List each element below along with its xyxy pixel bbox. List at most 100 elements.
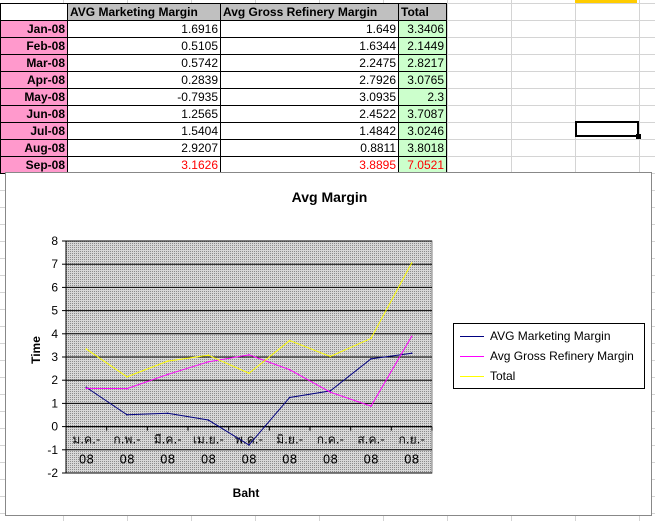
row-label[interactable]: Sep-08 [0, 156, 68, 174]
x-tick-label: 08 [201, 453, 216, 467]
selected-cell[interactable] [575, 121, 641, 139]
legend-item: Total [460, 368, 515, 384]
y-tick-label: 4 [51, 327, 58, 341]
header-total[interactable]: Total [398, 3, 447, 21]
x-tick-label: 08 [241, 453, 256, 467]
cell-mkt[interactable]: 1.6916 [67, 20, 221, 38]
cell-total[interactable]: 3.0246 [398, 122, 447, 140]
cell-mkt[interactable]: 1.5404 [67, 122, 221, 140]
cell-total[interactable]: 2.8217 [398, 54, 447, 72]
legend-label: Total [490, 369, 516, 383]
cell-ref[interactable]: 2.2475 [220, 54, 399, 72]
cell-total[interactable]: 3.7087 [398, 105, 447, 123]
cell-mkt[interactable]: -0.7935 [67, 88, 221, 106]
data-point [410, 262, 413, 264]
row-label[interactable]: Jun-08 [0, 105, 68, 123]
cell-mkt[interactable]: 0.2839 [67, 71, 221, 89]
cell-total[interactable]: 2.1449 [398, 37, 447, 55]
data-point [166, 373, 169, 376]
legend-swatch [460, 335, 484, 337]
cell-total[interactable]: 2.3 [398, 88, 447, 106]
cell-ref[interactable]: 3.0935 [220, 88, 399, 106]
corner-cell[interactable] [0, 3, 68, 21]
table-row: Jan-08 1.6916 1.649 3.3406 [0, 20, 447, 38]
x-tick-label: ก.ย.- [399, 433, 425, 447]
data-point [207, 354, 210, 357]
cell-mkt[interactable]: 2.9207 [67, 139, 221, 157]
legend-item: Avg Gross Refinery Margin [460, 348, 634, 364]
cell-ref[interactable]: 2.7926 [220, 71, 399, 89]
x-tick-label: 08 [79, 453, 94, 467]
row-label[interactable]: May-08 [0, 88, 68, 106]
cell-total[interactable]: 3.8018 [398, 139, 447, 157]
cell-ref[interactable]: 1.4842 [220, 122, 399, 140]
y-tick-label: 1 [51, 396, 58, 410]
data-point [248, 444, 250, 446]
x-tick-label: เม.ย.- [193, 433, 224, 447]
x-tick-label: ก.ค.- [317, 433, 344, 447]
y-tick-label: 0 [51, 420, 58, 434]
table-row: Aug-08 2.9207 0.8811 3.8018 [0, 139, 447, 157]
chart-plot: 8 7 6 5 4 3 2 1 0 -1 -2 ม.ค.- 08 ก.พ.- 08 มี.ค.- 08 เม.ย.… [47, 234, 433, 480]
y-tick-label: 5 [51, 304, 58, 318]
row-label[interactable]: Aug-08 [0, 139, 68, 157]
row-label[interactable]: Jan-08 [0, 20, 68, 38]
data-point [126, 376, 128, 378]
x-tick-label: 08 [404, 453, 419, 467]
data-point [126, 387, 128, 390]
cell-total[interactable]: 3.3406 [398, 20, 447, 38]
y-tick-label: 3 [51, 350, 58, 364]
data-point [370, 358, 372, 360]
y-tick-label: 2 [51, 373, 58, 387]
row-label[interactable]: Mar-08 [0, 54, 68, 72]
data-point [288, 396, 291, 399]
table-row: Jun-08 1.2565 2.4522 3.7087 [0, 105, 447, 123]
y-tick-label: 8 [51, 234, 58, 248]
cell-ref[interactable]: 1.649 [220, 20, 399, 38]
x-tick-label: 08 [323, 453, 338, 467]
table-row: May-08 -0.7935 3.0935 2.3 [0, 88, 447, 106]
data-point [410, 335, 413, 338]
cell-total[interactable]: 7.0521 [398, 156, 447, 174]
data-point [207, 361, 210, 363]
x-tick-label: มิ.ย.- [276, 433, 303, 447]
table-row: Mar-08 0.5742 2.2475 2.8217 [0, 54, 447, 72]
legend-item: AVG Marketing Margin [460, 328, 611, 344]
cell-mkt[interactable]: 3.1626 [67, 156, 221, 174]
row-label[interactable]: Apr-08 [0, 71, 68, 89]
chart-legend[interactable]: AVG Marketing Margin Avg Gross Refinery … [453, 323, 645, 389]
chart-object[interactable]: Avg Margin 8 7 6 5 4 3 2 1 0 -1 -2 ม.ค.- 08 ก.พ.- 08 มี… [5, 172, 652, 516]
data-point [248, 372, 250, 375]
data-point [166, 360, 169, 362]
cell-ref[interactable]: 1.6344 [220, 37, 399, 55]
x-tick-label: ม.ค.- [72, 433, 100, 447]
header-mkt[interactable]: AVG Marketing Margin [67, 3, 221, 21]
table-row: Apr-08 0.2839 2.7926 3.0765 [0, 71, 447, 89]
x-tick-label: 08 [119, 453, 134, 467]
data-point [85, 348, 88, 350]
table-row: Jul-08 1.5404 1.4842 3.0246 [0, 122, 447, 140]
row-label[interactable]: Jul-08 [0, 122, 68, 140]
header-ref[interactable]: Avg Gross Refinery Margin [220, 3, 399, 21]
y-tick-label: -1 [47, 443, 58, 457]
y-axis-title: Time [29, 336, 43, 364]
cell-ref[interactable]: 0.8811 [220, 139, 399, 157]
row-label[interactable]: Feb-08 [0, 37, 68, 55]
cell-mkt[interactable]: 0.5742 [67, 54, 221, 72]
data-point [329, 391, 332, 393]
x-tick-label: 08 [160, 453, 175, 467]
cell-total[interactable]: 3.0765 [398, 71, 447, 89]
data-point [85, 387, 88, 390]
table-row: Sep-08 3.1626 3.8895 7.0521 [0, 156, 447, 174]
x-tick-label: ส.ค.- [357, 433, 384, 447]
cell-ref[interactable]: 3.8895 [220, 156, 399, 174]
y-tick-label: 6 [51, 280, 58, 294]
data-point [166, 412, 169, 415]
legend-swatch [460, 375, 484, 377]
highlighted-cell-edge [575, 0, 637, 3]
cell-ref[interactable]: 2.4522 [220, 105, 399, 123]
cell-mkt[interactable]: 0.5105 [67, 37, 221, 55]
y-tick-label: -2 [47, 466, 58, 480]
data-point [126, 413, 128, 416]
cell-mkt[interactable]: 1.2565 [67, 105, 221, 123]
